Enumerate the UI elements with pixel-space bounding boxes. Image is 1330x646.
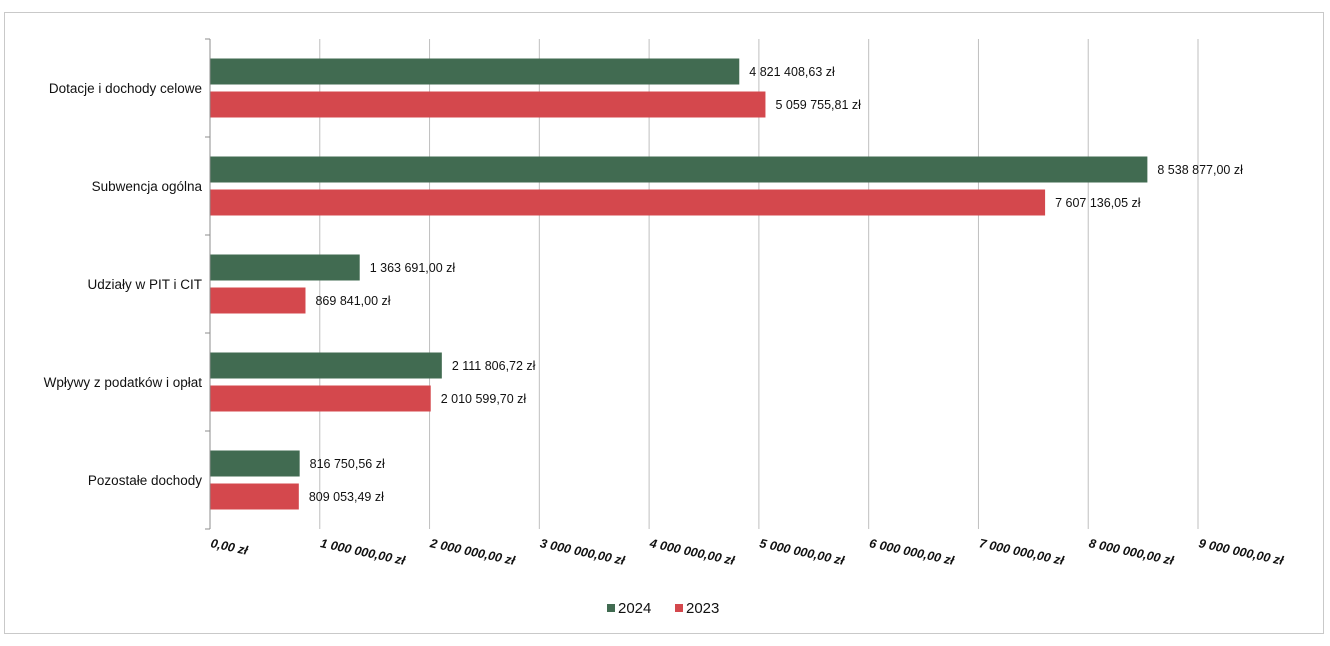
x-tick-label: 4 000 000,00 zł xyxy=(648,536,737,568)
x-tick-label: 9 000 000,00 zł xyxy=(1197,536,1285,568)
data-label: 2 010 599,70 zł xyxy=(441,392,527,406)
category-label: Pozostałe dochody xyxy=(88,473,202,488)
bar-2023-1 xyxy=(210,189,1046,216)
bar-2024-1 xyxy=(210,156,1148,183)
data-label: 7 607 136,05 zł xyxy=(1055,196,1141,210)
x-tick-label: 0,00 zł xyxy=(209,536,249,558)
category-label: Dotacje i dochody celowe xyxy=(49,81,202,96)
x-tick-label: 3 000 000,00 zł xyxy=(539,536,627,568)
bar-2024-4 xyxy=(210,450,300,477)
x-tick-label: 5 000 000,00 zł xyxy=(758,536,846,568)
bar-chart: Dotacje i dochody celowe Subwencja ogólna… xyxy=(44,38,1285,617)
data-label: 8 538 877,00 zł xyxy=(1157,163,1243,177)
legend-swatch-2024 xyxy=(607,604,615,612)
data-label: 5 059 755,81 zł xyxy=(775,98,861,112)
bar-2023-2 xyxy=(210,287,306,314)
legend-label: 2024 xyxy=(618,600,651,617)
data-label: 816 750,56 zł xyxy=(310,457,385,471)
data-label: 869 841,00 zł xyxy=(315,294,390,308)
chart-frame: Dotacje i dochody celowe Subwencja ogólna… xyxy=(4,12,1324,634)
x-tick-label: 2 000 000,00 zł xyxy=(428,536,517,568)
data-label: 1 363 691,00 zł xyxy=(370,261,456,275)
legend-swatch-2023 xyxy=(675,604,683,612)
bar-2023-4 xyxy=(210,483,299,510)
data-label: 4 821 408,63 zł xyxy=(749,65,835,79)
data-label: 2 111 806,72 zł xyxy=(452,359,536,373)
y-axis xyxy=(205,38,211,530)
gridlines xyxy=(319,39,1199,529)
legend: 2024 2023 xyxy=(607,600,719,617)
bar-2024-2 xyxy=(210,254,360,281)
x-tick-label: 1 000 000,00 zł xyxy=(319,536,407,568)
category-label: Wpływy z podatków i opłat xyxy=(44,375,203,390)
category-labels: Dotacje i dochody celowe Subwencja ogólna… xyxy=(44,81,203,488)
bars xyxy=(210,58,1148,510)
value-labels: 4 821 408,63 zł 5 059 755,81 zł 8 538 877,… xyxy=(309,65,1243,504)
bar-2024-3 xyxy=(210,352,442,379)
x-tick-label: 8 000 000,00 zł xyxy=(1088,536,1176,568)
x-tick-label: 7 000 000,00 zł xyxy=(978,536,1066,568)
category-label: Subwencja ogólna xyxy=(92,179,203,194)
bar-2023-0 xyxy=(210,91,766,118)
category-label: Udziały w PIT i CIT xyxy=(87,277,202,292)
bar-2023-3 xyxy=(210,385,431,412)
x-tick-labels: 0,00 zł 1 000 000,00 zł 2 000 000,00 zł 3 0… xyxy=(209,536,1285,568)
x-tick-label: 6 000 000,00 zł xyxy=(868,536,956,568)
bar-2024-0 xyxy=(210,58,740,85)
data-label: 809 053,49 zł xyxy=(309,490,384,504)
legend-label: 2023 xyxy=(686,600,719,617)
